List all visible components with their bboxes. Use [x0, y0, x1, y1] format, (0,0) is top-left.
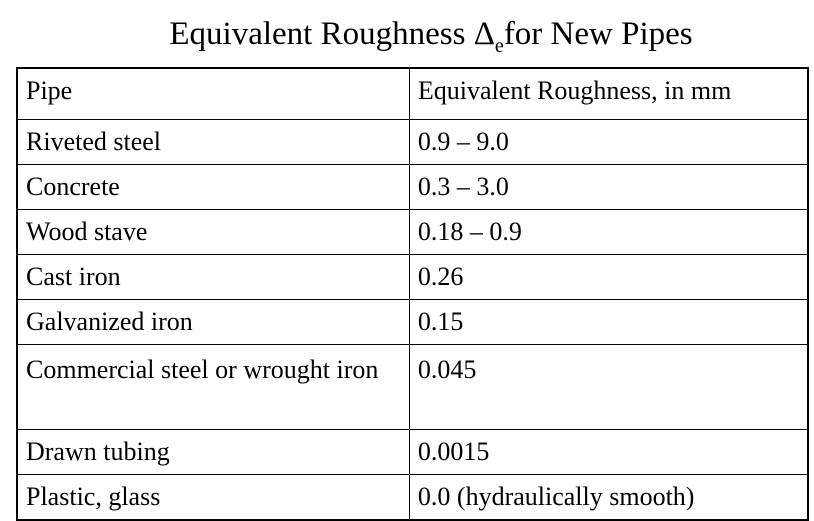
cell-roughness: 0.15: [408, 299, 809, 345]
header-pipe: Pipe: [16, 67, 410, 120]
cell-roughness: 0.26: [408, 254, 809, 300]
cell-pipe: Wood stave: [16, 209, 410, 255]
cell-roughness: 0.18 – 0.9: [408, 209, 809, 255]
table-row: Drawn tubing 0.0015: [16, 429, 809, 475]
title-subscript: e: [494, 35, 504, 57]
cell-roughness: 0.3 – 3.0: [408, 164, 809, 210]
table-row: Riveted steel 0.9 – 9.0: [16, 119, 809, 165]
cell-roughness: 0.0015: [408, 429, 809, 475]
title-prefix: Equivalent Roughness: [169, 16, 474, 52]
table-row: Wood stave 0.18 – 0.9: [16, 209, 809, 255]
cell-pipe: Commercial steel or wrought iron: [16, 344, 410, 430]
cell-pipe: Drawn tubing: [16, 429, 410, 475]
table-row: Commercial steel or wrought iron 0.045: [16, 344, 809, 430]
header-roughness: Equivalent Roughness, in mm: [408, 67, 809, 120]
cell-roughness: 0.9 – 9.0: [408, 119, 809, 165]
roughness-table: Pipe Equivalent Roughness, in mm Riveted…: [16, 67, 809, 521]
table-row: Cast iron 0.26: [16, 254, 809, 300]
title-suffix: for New Pipes: [503, 16, 693, 52]
cell-pipe: Galvanized iron: [16, 299, 410, 345]
cell-pipe: Plastic, glass: [16, 474, 410, 521]
table-row: Concrete 0.3 – 3.0: [16, 164, 809, 210]
table-header-row: Pipe Equivalent Roughness, in mm: [16, 67, 809, 120]
table-row: Galvanized iron 0.15: [16, 299, 809, 345]
cell-pipe: Concrete: [16, 164, 410, 210]
page-title: Equivalent Roughness Δefor New Pipes: [0, 14, 814, 66]
table-row: Plastic, glass 0.0 (hydraulically smooth…: [16, 474, 809, 521]
cell-roughness: 0.045: [408, 344, 809, 430]
cell-pipe: Riveted steel: [16, 119, 410, 165]
title-symbol: Δ: [473, 16, 495, 52]
cell-pipe: Cast iron: [16, 254, 410, 300]
cell-roughness: 0.0 (hydraulically smooth): [408, 474, 809, 521]
